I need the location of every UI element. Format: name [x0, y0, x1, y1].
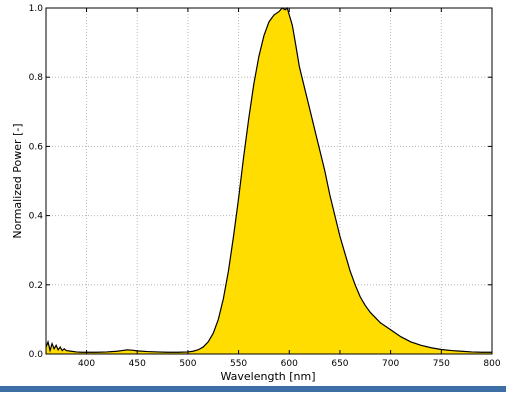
series-layer [45, 6, 492, 354]
x-tick-label: 600 [281, 359, 298, 369]
plot-frame [45, 7, 493, 355]
y-tick-label: 0.4 [29, 212, 44, 222]
spectrum-line [45, 6, 492, 353]
y-tick-label: 0.6 [29, 142, 44, 152]
y-tick-label: 0.8 [29, 73, 44, 83]
x-tick-label: 450 [129, 359, 146, 369]
x-tick-label: 650 [331, 359, 348, 369]
y-tick-label: 0.0 [29, 350, 44, 360]
bottom-bar [0, 386, 506, 392]
spectrum-area [46, 8, 492, 354]
x-tick-label: 400 [78, 359, 95, 369]
x-tick-label: 550 [230, 359, 247, 369]
y-tick-label: 1.0 [29, 4, 44, 14]
x-tick-label: 750 [433, 359, 450, 369]
y-axis-title: Normalized Power [-] [11, 123, 24, 238]
axes [45, 7, 493, 355]
x-axis-title: Wavelength [nm] [220, 370, 315, 383]
x-tick-label: 800 [483, 359, 500, 369]
x-tick-label: 500 [179, 359, 196, 369]
ticks: 400 450 500 550 600 650 700 750 800 0.0 0.2 0.4 0.6 0… [29, 4, 501, 369]
x-tick-label: 700 [382, 359, 399, 369]
y-tick-label: 0.2 [29, 281, 43, 291]
